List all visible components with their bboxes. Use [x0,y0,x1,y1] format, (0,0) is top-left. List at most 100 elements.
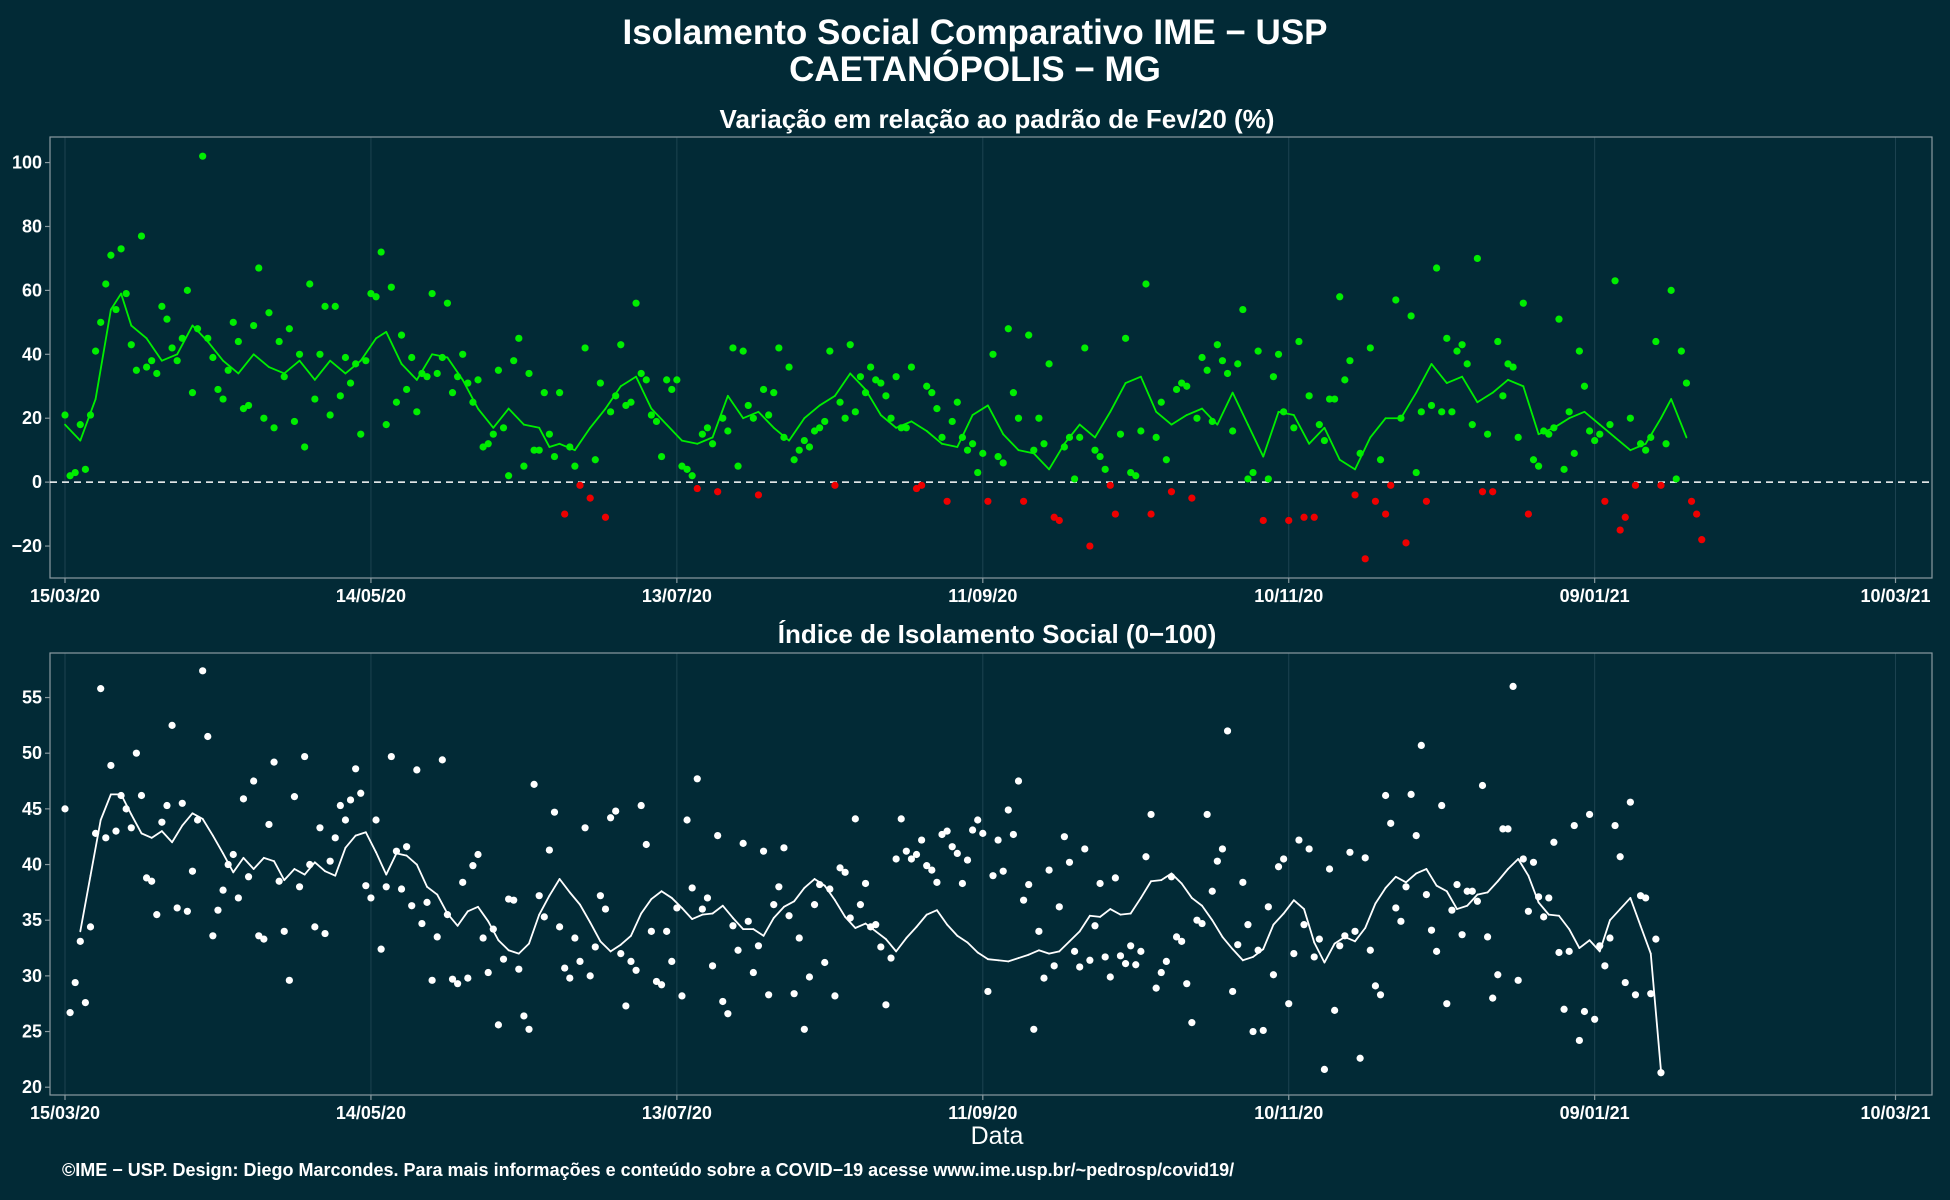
data-point [693,484,701,493]
data-point [290,417,299,426]
data-point [1509,682,1517,691]
moving-average-segment [385,331,403,365]
moving-average-segment [130,324,148,340]
moving-average-segment [415,863,428,888]
data-point [1229,987,1237,996]
data-point [219,886,227,894]
data-point [1091,922,1099,930]
data-point [1611,277,1619,285]
data-point [999,867,1007,875]
data-point [280,927,288,935]
data-point [61,805,69,813]
data-point [1137,947,1145,955]
data-point [530,446,538,454]
data-point [963,446,972,454]
data-point [882,392,890,400]
data-point [1585,810,1594,819]
data-point [535,892,543,900]
data-point [377,248,385,256]
data-point [1361,854,1369,862]
moving-average-segment [1017,953,1030,959]
data-point [1076,433,1084,441]
data-point [673,376,681,384]
data-point [1290,950,1298,958]
moving-average-segment [1185,407,1203,416]
data-point [265,820,273,829]
data-point [428,976,436,984]
moving-average-segment [1078,914,1091,933]
data-point [765,991,773,999]
data-point [382,421,390,429]
moving-average-segment [120,292,133,327]
panel-2: 55 50 45 40 35 30 25 20 15/03/20 14/05/20 13/07/20… [22,652,1933,1123]
data-point [117,791,125,800]
data-point [907,363,916,371]
data-point [1244,475,1252,483]
moving-average-segment [130,813,143,835]
data-point [204,732,212,741]
data-point [173,357,181,365]
data-point [326,411,334,419]
moving-average-segment [1660,398,1673,420]
data-point [1366,946,1374,954]
data-point [851,408,859,416]
data-point [142,363,151,371]
moving-average-segment [1415,362,1433,394]
panel2-title: Índice de Isolamento Social (0−100) [778,619,1217,649]
data-point [1591,1015,1599,1023]
moving-average-segment [1629,897,1642,927]
data-point [1478,781,1487,790]
y-tick-label: −20 [11,536,42,556]
moving-average-segment [619,375,637,388]
data-point [555,389,564,397]
data-point [510,896,518,904]
moving-average-segment [1231,948,1244,962]
moving-average-segment [242,856,255,870]
data-point [158,302,166,310]
moving-average-segment [1068,930,1081,943]
data-point [698,905,706,913]
moving-average-segment [1180,882,1193,899]
data-point [520,1012,528,1020]
data-point [331,834,339,842]
data-point [1478,488,1487,496]
data-point [1274,863,1283,871]
data-point [352,765,360,773]
data-point [454,373,462,381]
data-point [413,408,421,416]
data-point [1631,991,1640,999]
data-point [1320,1065,1329,1073]
data-point [408,902,416,910]
data-point [1346,357,1354,365]
data-point [550,452,559,461]
data-point [902,424,910,432]
moving-average-segment [834,899,847,918]
moving-average-segment [1170,414,1188,426]
data-point [759,385,768,394]
data-point [403,385,411,394]
footer-credits: ©IME − USP. Design: Diego Marcondes. Par… [62,1160,1234,1180]
data-point [780,844,788,852]
moving-average-segment [1303,908,1316,944]
data-point [1142,280,1150,288]
moving-average-segment [772,905,785,919]
data-point [969,440,977,448]
x-tick-label: 11/09/20 [948,1103,1017,1123]
moving-average-segment [1139,880,1152,899]
moving-average-segment [528,913,541,945]
moving-average-segment [619,934,632,946]
data-point [1565,408,1573,416]
moving-average-segment [1537,901,1550,916]
moving-average-segment [1639,924,1652,955]
data-point [1065,433,1074,441]
x-axis-label: Data [971,1122,1024,1150]
moving-average-segment [1491,378,1509,394]
data-point [316,824,324,832]
data-point [642,376,650,384]
data-point [693,775,701,783]
data-point [1376,991,1385,999]
data-point [1698,536,1706,544]
data-point [1310,953,1318,961]
data-point [433,369,441,378]
data-point [969,826,977,834]
